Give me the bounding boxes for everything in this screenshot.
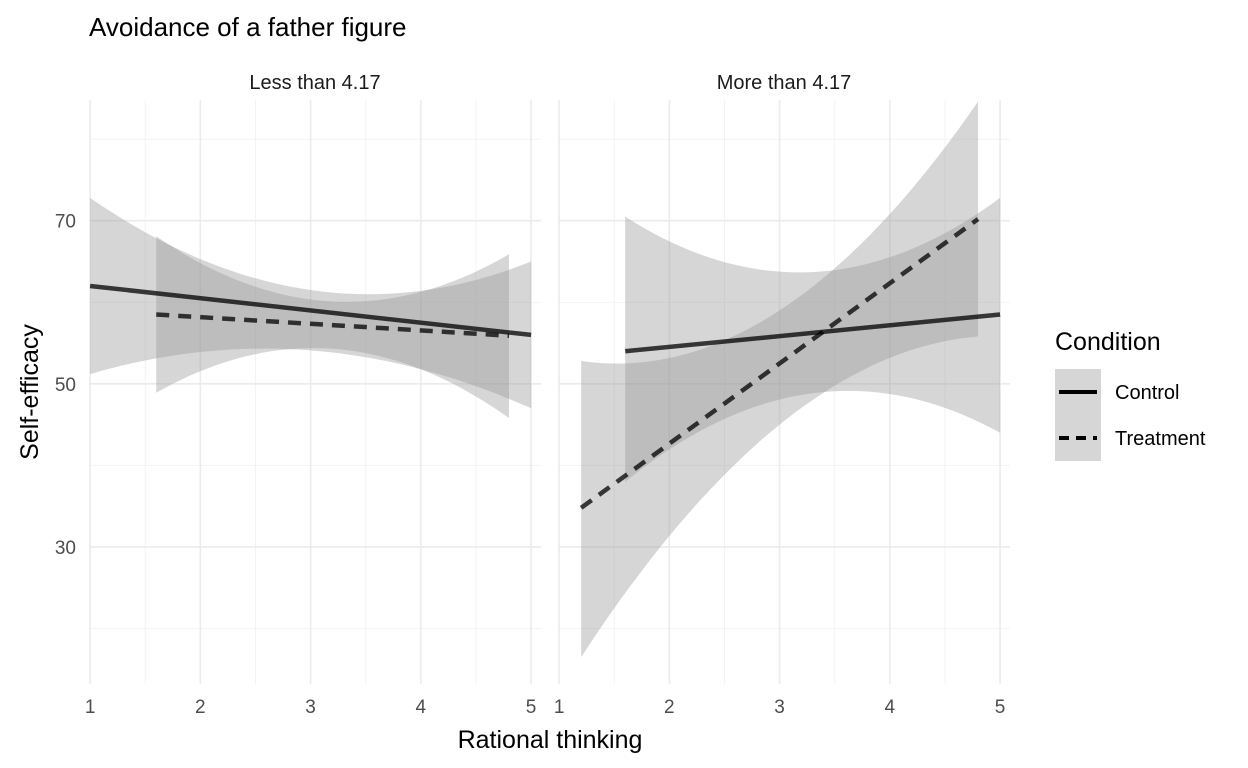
- fit-line-treatment: [579, 217, 980, 510]
- x-axis-title: Rational thinking: [458, 726, 643, 754]
- legend-title: Condition: [1055, 328, 1161, 356]
- legend-keys: Control Treatment: [1055, 369, 1206, 461]
- ci-ribbon-control: [90, 197, 532, 409]
- x-tick-label: 4: [885, 697, 896, 718]
- x-tick-label: 1: [85, 697, 96, 718]
- legend-label: Control: [1115, 382, 1179, 404]
- x-tick-label: 2: [664, 697, 675, 718]
- y-tick-label: 70: [55, 212, 76, 233]
- facet-panel-1: Less than 4.17 1 2 3 4 5 30 50 70: [55, 72, 541, 718]
- legend-label: Treatment: [1115, 428, 1206, 450]
- y-tick-label: 30: [55, 538, 76, 559]
- x-tick-label: 1: [554, 697, 565, 718]
- x-tick-label: 3: [305, 697, 316, 718]
- facet-panel-2: More than 4.17 1 2 3 4 5: [554, 72, 1010, 718]
- y-tick-label: 50: [55, 375, 76, 396]
- x-tick-label: 3: [774, 697, 785, 718]
- fit-line-treatment: [156, 312, 510, 338]
- y-axis-title: Self-efficacy: [16, 324, 44, 460]
- chart-title: Avoidance of a father figure: [89, 12, 407, 42]
- facet-panels: Less than 4.17 1 2 3 4 5 30 50 70 More than 4.17 1…: [55, 72, 1010, 718]
- legend: Condition Control Treatment: [1055, 328, 1206, 461]
- fit-line-control: [89, 283, 532, 338]
- ci-ribbon-treatment: [581, 101, 978, 658]
- x-tick-label: 5: [995, 697, 1006, 718]
- fit-line-control: [625, 312, 1001, 354]
- x-tick-label: 2: [195, 697, 206, 718]
- x-tick-label: 4: [416, 697, 427, 718]
- facet-strip-label: More than 4.17: [717, 72, 852, 94]
- x-tick-label: 5: [526, 697, 537, 718]
- facet-strip-label: Less than 4.17: [249, 72, 380, 94]
